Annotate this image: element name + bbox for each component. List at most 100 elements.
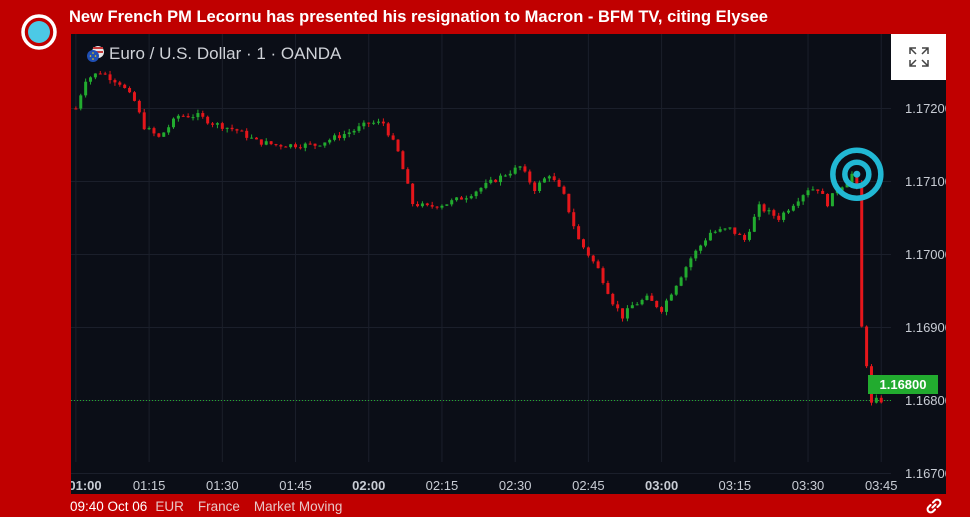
x-tick-label: 01:00 xyxy=(71,478,102,493)
candle-body xyxy=(440,205,444,208)
candle-body xyxy=(313,143,317,146)
fullscreen-button[interactable] xyxy=(891,34,946,80)
x-tick-label: 01:30 xyxy=(206,478,239,493)
candle-body xyxy=(191,117,195,119)
tag-market-moving[interactable]: Market Moving xyxy=(253,499,343,514)
candle-body xyxy=(108,74,112,81)
candle-body xyxy=(274,144,278,146)
candle-body xyxy=(752,216,756,232)
candle-body xyxy=(630,305,634,309)
news-headline: New French PM Lecornu has presented his … xyxy=(69,8,768,26)
candle-body xyxy=(830,193,834,207)
candle-body xyxy=(152,128,156,134)
candle-body xyxy=(323,142,327,146)
chart-title: Euro / U.S. Dollar · 1 · OANDA xyxy=(85,44,341,64)
event-marker-inner-ring xyxy=(842,159,872,189)
candle-body xyxy=(684,267,688,278)
y-tick-label: 1.17200 xyxy=(905,101,946,116)
candle-body xyxy=(79,95,83,109)
candle-body xyxy=(342,134,346,139)
candle-body xyxy=(865,326,869,367)
candle-body xyxy=(567,193,571,213)
candle-body xyxy=(435,206,439,208)
candle-body xyxy=(699,245,703,251)
candle-body xyxy=(328,139,332,143)
candle-body xyxy=(635,304,639,306)
candle-body xyxy=(879,397,883,403)
candle-body xyxy=(445,204,449,206)
candle-body xyxy=(547,176,551,179)
candle-body xyxy=(372,122,376,124)
candle-body xyxy=(74,108,78,110)
candle-body xyxy=(157,133,161,137)
candle-body xyxy=(401,151,405,170)
tag-eur[interactable]: EUR xyxy=(155,499,184,514)
candle-body xyxy=(494,179,498,183)
candle-body xyxy=(674,285,678,295)
candle-body xyxy=(333,135,337,140)
candle-body xyxy=(93,73,97,78)
candle-body xyxy=(660,307,664,312)
candle-body xyxy=(777,215,781,220)
price-chart[interactable]: 01:00 01:15 01:30 01:45 02:00 02:15 02:30 02:45… xyxy=(71,34,946,494)
candle-body xyxy=(196,113,200,118)
candle-body xyxy=(694,250,698,259)
candle-body xyxy=(347,132,351,135)
candle-body xyxy=(118,82,122,85)
y-tick-label: 1.17000 xyxy=(905,247,946,262)
candle-body xyxy=(303,143,307,148)
candle-body xyxy=(738,233,742,235)
candle-body xyxy=(582,239,585,248)
candle-body xyxy=(479,187,483,192)
live-broadcast-icon xyxy=(21,14,57,50)
link-icon[interactable] xyxy=(926,498,942,514)
y-tick-label: 1.16900 xyxy=(905,320,946,335)
candle-body xyxy=(655,300,659,308)
candle-body xyxy=(679,277,683,286)
candle-body xyxy=(279,145,283,147)
candle-body xyxy=(377,121,380,123)
candle-body xyxy=(162,132,166,137)
candle-body xyxy=(469,196,473,199)
candle-body xyxy=(420,203,424,207)
candle-body xyxy=(425,203,429,206)
candle-body xyxy=(728,227,732,229)
candle-body xyxy=(596,261,600,269)
candle-body xyxy=(811,189,815,191)
candle-body xyxy=(650,295,654,301)
candle-body xyxy=(167,127,171,133)
candle-body xyxy=(406,169,410,184)
candle-body xyxy=(455,197,459,201)
candle-body xyxy=(723,228,727,230)
candle-body xyxy=(391,135,395,140)
candle-body xyxy=(767,210,771,212)
candle-body xyxy=(518,166,522,168)
candle-body xyxy=(206,116,210,124)
candle-body xyxy=(254,137,258,140)
candle-body xyxy=(503,175,507,177)
candle-body xyxy=(147,128,151,130)
candle-body xyxy=(123,84,127,89)
candle-body xyxy=(796,201,800,206)
candle-body xyxy=(128,88,132,93)
candle-body xyxy=(352,130,356,133)
candle-body xyxy=(499,175,503,183)
candle-body xyxy=(757,204,761,217)
candle-body xyxy=(708,232,712,241)
candle-body xyxy=(211,123,215,125)
candle-body xyxy=(220,123,224,129)
candle-body xyxy=(860,186,864,327)
candle-body xyxy=(362,122,366,127)
tag-france[interactable]: France xyxy=(197,499,240,514)
y-tick-label: 1.16700 xyxy=(905,466,946,481)
x-tick-label: 01:45 xyxy=(279,478,312,493)
candle-body xyxy=(816,189,820,191)
candle-body xyxy=(616,304,620,309)
candle-body xyxy=(464,198,468,200)
candle-body xyxy=(826,193,830,207)
candle-body xyxy=(259,139,263,145)
candle-body xyxy=(845,183,849,188)
current-price-label: 1.16800 xyxy=(868,375,938,394)
candle-body xyxy=(459,197,463,200)
candle-body xyxy=(713,231,717,233)
